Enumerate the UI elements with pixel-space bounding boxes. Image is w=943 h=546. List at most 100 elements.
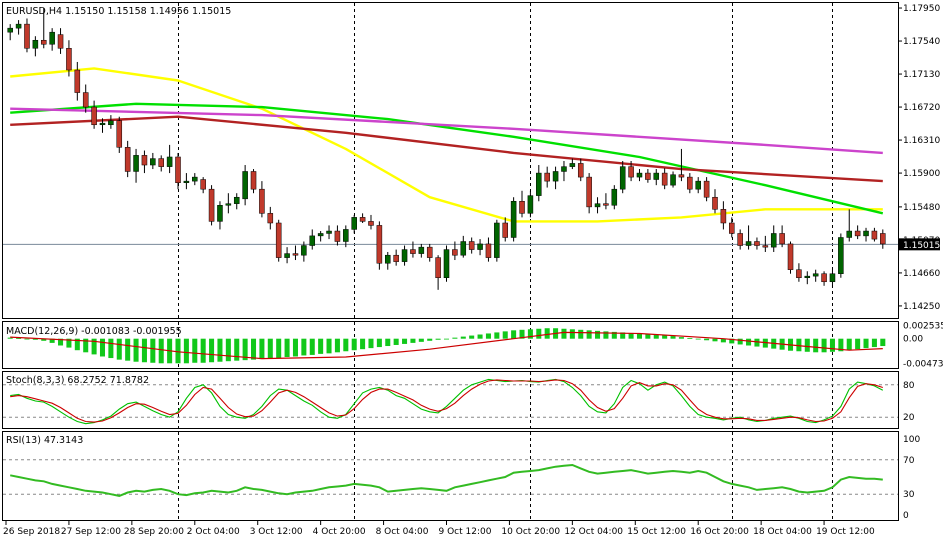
candle[interactable] xyxy=(150,152,156,170)
candle[interactable] xyxy=(233,193,240,210)
candle[interactable] xyxy=(108,115,114,129)
candle[interactable] xyxy=(435,255,441,290)
candle[interactable] xyxy=(217,201,223,230)
candle[interactable] xyxy=(82,84,89,113)
candle[interactable] xyxy=(309,229,316,250)
candle[interactable] xyxy=(166,144,173,174)
candle[interactable] xyxy=(477,239,483,256)
candle[interactable] xyxy=(267,206,274,230)
candle[interactable] xyxy=(494,219,500,262)
candle[interactable] xyxy=(250,169,257,194)
candle[interactable] xyxy=(368,214,374,230)
candle[interactable] xyxy=(40,8,47,49)
candle[interactable] xyxy=(636,169,643,182)
candle[interactable] xyxy=(292,245,299,261)
rsi-panel[interactable]: RSI(13) 47.3143 xyxy=(3,435,898,497)
candle[interactable] xyxy=(317,231,324,242)
candle[interactable] xyxy=(158,155,164,172)
candle[interactable] xyxy=(552,166,559,190)
candle[interactable] xyxy=(401,245,408,266)
candle[interactable] xyxy=(796,263,802,282)
candle[interactable] xyxy=(519,190,525,218)
candle[interactable] xyxy=(7,24,13,41)
candle[interactable] xyxy=(645,169,651,183)
candle[interactable] xyxy=(737,229,743,250)
candle[interactable] xyxy=(619,161,626,194)
candle[interactable] xyxy=(393,249,399,266)
candle[interactable] xyxy=(661,168,668,190)
candle[interactable] xyxy=(670,171,676,188)
candle[interactable] xyxy=(384,251,391,270)
candle[interactable] xyxy=(804,271,811,285)
candle[interactable] xyxy=(863,227,869,242)
candle[interactable] xyxy=(116,116,123,153)
candle[interactable] xyxy=(577,158,584,182)
candle[interactable] xyxy=(594,197,601,214)
candle[interactable] xyxy=(242,165,248,206)
candle[interactable] xyxy=(485,237,492,262)
candle[interactable] xyxy=(603,193,609,210)
candle[interactable] xyxy=(678,148,685,182)
candle[interactable] xyxy=(133,148,139,183)
candle[interactable] xyxy=(720,201,727,230)
candle[interactable] xyxy=(770,225,777,252)
candle[interactable] xyxy=(846,209,853,242)
candle[interactable] xyxy=(200,177,206,194)
candle[interactable] xyxy=(544,166,550,188)
candle[interactable] xyxy=(66,40,72,77)
candle[interactable] xyxy=(418,243,425,258)
candle[interactable] xyxy=(502,217,509,242)
candle[interactable] xyxy=(871,227,878,242)
candle[interactable] xyxy=(561,161,567,182)
candle[interactable] xyxy=(687,173,693,194)
candle[interactable] xyxy=(460,235,467,258)
candle[interactable] xyxy=(712,189,718,214)
candle[interactable] xyxy=(192,173,198,186)
candle[interactable] xyxy=(729,217,735,238)
candle[interactable] xyxy=(208,185,215,226)
candles[interactable] xyxy=(7,8,886,290)
candle[interactable] xyxy=(628,161,634,182)
candle[interactable] xyxy=(426,243,433,262)
candle[interactable] xyxy=(762,235,769,252)
candle[interactable] xyxy=(376,221,383,270)
candle[interactable] xyxy=(611,185,618,210)
candle[interactable] xyxy=(99,118,106,133)
candle[interactable] xyxy=(510,197,517,242)
candle[interactable] xyxy=(91,100,97,129)
candle[interactable] xyxy=(468,237,475,254)
candle[interactable] xyxy=(880,229,886,249)
candle[interactable] xyxy=(259,181,265,218)
candle[interactable] xyxy=(452,241,458,261)
candle[interactable] xyxy=(745,225,752,250)
candle[interactable] xyxy=(183,173,190,190)
price-panel[interactable]: EURUSD,H4 1.15150 1.15158 1.14956 1.1501… xyxy=(3,6,898,290)
candle[interactable] xyxy=(812,269,819,282)
candle[interactable] xyxy=(854,225,861,240)
stochastic-panel[interactable]: Stoch(8,3,3) 68.2752 71.8782 xyxy=(3,375,898,425)
candle[interactable] xyxy=(653,169,660,186)
candle[interactable] xyxy=(326,225,332,240)
candle[interactable] xyxy=(141,150,148,174)
candle[interactable] xyxy=(57,28,64,54)
candle[interactable] xyxy=(536,165,542,202)
candle[interactable] xyxy=(586,173,592,214)
candle[interactable] xyxy=(49,28,55,51)
candle[interactable] xyxy=(703,177,710,202)
candle[interactable] xyxy=(74,61,81,101)
candle[interactable] xyxy=(124,140,131,178)
candle[interactable] xyxy=(32,36,39,57)
candle[interactable] xyxy=(175,152,181,190)
candle[interactable] xyxy=(225,193,232,214)
candle[interactable] xyxy=(821,271,827,286)
candle[interactable] xyxy=(838,233,844,278)
candle[interactable] xyxy=(443,245,450,282)
candle[interactable] xyxy=(15,20,22,35)
candle[interactable] xyxy=(301,241,307,262)
candle[interactable] xyxy=(275,219,282,262)
candle[interactable] xyxy=(334,225,341,246)
candle[interactable] xyxy=(779,225,785,248)
candle[interactable] xyxy=(343,225,349,248)
candle[interactable] xyxy=(284,247,290,264)
